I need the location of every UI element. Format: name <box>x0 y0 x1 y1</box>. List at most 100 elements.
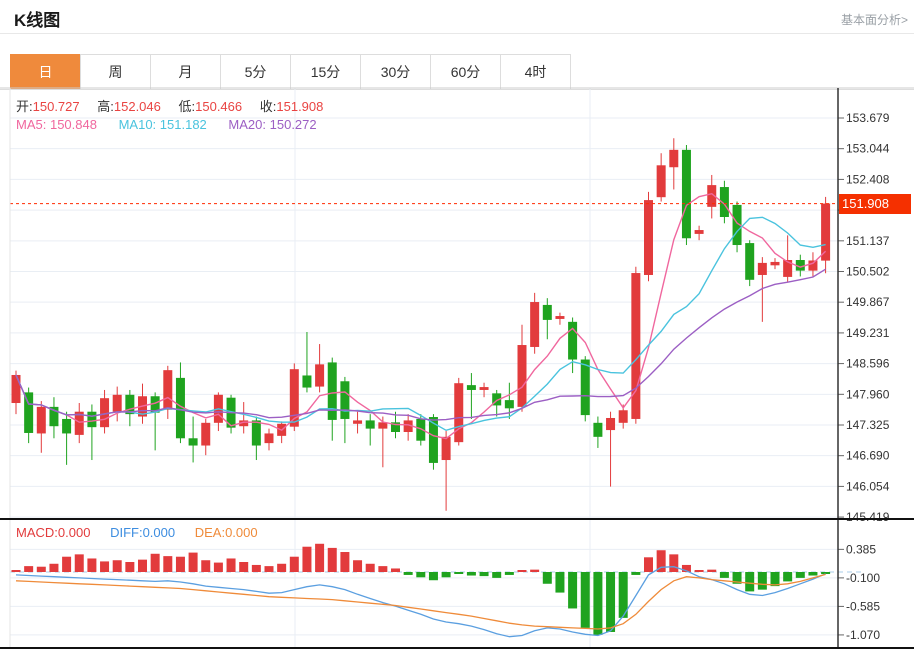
macd-bar <box>49 563 59 572</box>
tab-30min[interactable]: 30分 <box>360 54 431 90</box>
macd-bar <box>112 560 122 572</box>
macd-tick-label: -0.100 <box>846 571 880 585</box>
macd-bar <box>618 572 628 618</box>
price-tick-label: 149.867 <box>846 295 890 309</box>
low-label: 低: <box>178 99 196 114</box>
macd-readout: MACD:0.000 DIFF:0.000 DEA:0.000 <box>16 525 258 540</box>
macd-bar <box>391 568 400 572</box>
macd-bar <box>365 563 375 572</box>
candle-body <box>365 420 375 429</box>
candle-body <box>302 375 312 388</box>
close-label: 收: <box>259 99 277 114</box>
macd-bar <box>428 572 438 581</box>
candle-body <box>681 149 691 239</box>
macd-label: MACD: <box>16 525 58 540</box>
ohlc-readout: 开:150.727 高:152.046 低:150.466 收:151.908 <box>16 96 337 115</box>
candle-body <box>783 260 793 277</box>
price-tick-label: 145.419 <box>846 510 890 524</box>
tab-month[interactable]: 月 <box>150 54 221 90</box>
price-tick-label: 149.231 <box>846 326 890 340</box>
ma10-label: MA10: <box>118 117 157 132</box>
close-value: 151.908 <box>276 99 324 114</box>
ma10-line <box>15 216 826 432</box>
candle-body <box>239 420 249 427</box>
diff-line <box>15 566 826 638</box>
candle-body <box>201 422 211 446</box>
ma20-line <box>15 268 826 421</box>
macd-bar <box>62 556 72 572</box>
candle-body <box>150 396 160 413</box>
candle-body <box>251 420 261 446</box>
macd-tick-label: -1.070 <box>846 628 880 642</box>
ma20-label: MA20: <box>228 117 266 132</box>
price-tick-label: 146.054 <box>846 479 890 493</box>
candle-body <box>62 418 72 434</box>
macd-bar <box>745 572 755 592</box>
macd-bar <box>315 543 325 572</box>
price-tick-label: 147.325 <box>846 418 890 432</box>
candle-body <box>74 411 84 435</box>
candle-body <box>264 433 274 444</box>
dea-label: DEA: <box>194 525 226 540</box>
candle-body <box>327 362 337 420</box>
dea-value: 0.000 <box>225 525 258 540</box>
candle-body <box>732 204 742 246</box>
candle-body <box>378 422 388 429</box>
candle-body <box>656 165 666 198</box>
macd-bar <box>11 570 21 572</box>
macd-bar <box>163 556 173 572</box>
dea-line <box>15 573 826 630</box>
candle-body <box>530 302 540 347</box>
macd-bar <box>808 572 818 576</box>
tab-day[interactable]: 日 <box>10 54 81 90</box>
macd-bar <box>327 547 337 572</box>
macd-bar <box>87 558 97 572</box>
macd-bar <box>466 572 476 576</box>
tab-5min[interactable]: 5分 <box>220 54 291 90</box>
ma-readout: MA5: 150.848 MA10: 151.182 MA20: 150.272 <box>16 117 317 132</box>
macd-value: 0.000 <box>57 525 91 540</box>
macd-bar <box>593 572 603 635</box>
macd-bar <box>264 566 274 572</box>
macd-bar <box>707 569 717 572</box>
candle-body <box>517 345 527 407</box>
tab-15min[interactable]: 15分 <box>290 54 361 90</box>
candle-body <box>315 364 325 387</box>
candle-body <box>441 436 451 461</box>
macd-bar <box>517 570 527 572</box>
macd-bar <box>568 572 578 609</box>
candle-body <box>353 420 363 424</box>
candle-body <box>719 187 729 217</box>
candle-body <box>542 304 552 320</box>
fundamental-analysis-link[interactable]: 基本面分析> <box>840 13 908 27</box>
macd-bar <box>504 572 514 575</box>
macd-bar <box>821 572 831 574</box>
candle-body <box>188 438 198 446</box>
high-label: 高: <box>97 99 114 114</box>
ma20-value: 150.272 <box>269 117 317 132</box>
candle-body <box>504 400 514 409</box>
macd-tick-label: 0.385 <box>846 542 876 556</box>
macd-bar <box>795 572 805 578</box>
candle-body <box>416 418 426 441</box>
candle-body <box>606 417 616 431</box>
macd-bar <box>226 558 236 572</box>
candle-body <box>757 262 767 275</box>
macd-bar <box>340 552 350 572</box>
candle-body <box>49 406 59 427</box>
high-value: 152.046 <box>113 99 161 114</box>
candle-body <box>707 185 717 207</box>
macd-bar <box>251 564 261 572</box>
candle-body <box>618 410 628 423</box>
tab-bar-bottom-border <box>0 89 914 90</box>
price-tick-label: 146.690 <box>846 449 890 463</box>
macd-bar <box>175 556 185 572</box>
candle-body <box>593 422 603 437</box>
tab-60min[interactable]: 60分 <box>430 54 501 90</box>
macd-tick-label: -0.585 <box>846 599 880 613</box>
ma5-value: 150.848 <box>49 117 97 132</box>
macd-bar <box>125 562 135 572</box>
macd-bar <box>138 559 147 572</box>
candle-body <box>340 381 350 419</box>
